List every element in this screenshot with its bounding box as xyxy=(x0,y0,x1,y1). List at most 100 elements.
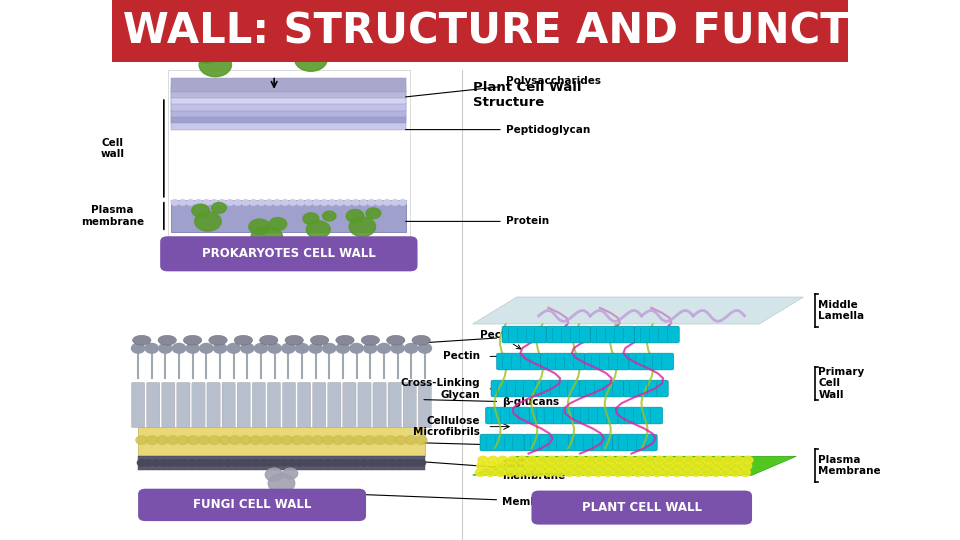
Circle shape xyxy=(704,456,713,464)
Circle shape xyxy=(740,469,751,476)
Circle shape xyxy=(635,456,645,464)
Circle shape xyxy=(271,436,282,444)
Circle shape xyxy=(241,343,254,353)
Text: Cell
wall: Cell wall xyxy=(101,138,125,159)
Circle shape xyxy=(173,460,182,466)
FancyBboxPatch shape xyxy=(629,353,674,370)
Circle shape xyxy=(192,204,209,217)
Circle shape xyxy=(173,343,185,353)
FancyBboxPatch shape xyxy=(540,353,586,370)
Circle shape xyxy=(242,200,250,205)
Circle shape xyxy=(195,200,203,205)
Circle shape xyxy=(180,200,186,205)
Circle shape xyxy=(230,460,239,466)
Circle shape xyxy=(604,462,614,470)
FancyBboxPatch shape xyxy=(177,382,190,428)
Circle shape xyxy=(710,469,721,476)
Circle shape xyxy=(625,456,636,464)
Circle shape xyxy=(663,462,673,470)
Circle shape xyxy=(152,460,160,466)
Circle shape xyxy=(217,48,234,60)
Circle shape xyxy=(506,462,516,470)
Text: Chitin: Chitin xyxy=(424,441,537,450)
FancyBboxPatch shape xyxy=(530,407,574,424)
Circle shape xyxy=(485,469,495,476)
Circle shape xyxy=(199,53,231,77)
Circle shape xyxy=(410,460,419,466)
Circle shape xyxy=(180,460,189,466)
Circle shape xyxy=(516,462,526,470)
FancyBboxPatch shape xyxy=(167,70,410,270)
FancyBboxPatch shape xyxy=(267,382,280,428)
Circle shape xyxy=(713,456,724,464)
Circle shape xyxy=(417,460,425,466)
Circle shape xyxy=(353,436,365,444)
Circle shape xyxy=(211,202,227,213)
FancyBboxPatch shape xyxy=(579,380,624,397)
Text: PLANT CELL WALL: PLANT CELL WALL xyxy=(582,501,702,514)
Circle shape xyxy=(741,462,752,470)
Circle shape xyxy=(375,200,383,205)
Circle shape xyxy=(239,436,252,444)
Circle shape xyxy=(419,343,431,353)
Circle shape xyxy=(478,456,489,464)
Circle shape xyxy=(544,469,554,476)
Circle shape xyxy=(575,462,585,470)
Text: Cellulose
Microfibrils: Cellulose Microfibrils xyxy=(413,416,480,437)
Circle shape xyxy=(416,436,427,444)
Bar xyxy=(171,200,406,232)
Circle shape xyxy=(545,462,556,470)
Circle shape xyxy=(633,469,642,476)
Circle shape xyxy=(210,200,218,205)
Circle shape xyxy=(526,462,536,470)
Circle shape xyxy=(661,469,672,476)
Bar xyxy=(171,104,406,117)
Circle shape xyxy=(373,436,386,444)
Circle shape xyxy=(694,456,704,464)
FancyBboxPatch shape xyxy=(373,382,386,428)
Circle shape xyxy=(323,211,336,221)
Circle shape xyxy=(396,460,404,466)
Bar xyxy=(171,85,406,98)
Circle shape xyxy=(196,47,218,63)
FancyBboxPatch shape xyxy=(138,489,366,521)
Text: Plant Cell Wall
Structure: Plant Cell Wall Structure xyxy=(472,81,581,109)
Circle shape xyxy=(280,436,293,444)
Circle shape xyxy=(224,460,232,466)
Circle shape xyxy=(245,460,253,466)
Circle shape xyxy=(305,200,312,205)
Circle shape xyxy=(743,456,753,464)
Text: Mannoproteins: Mannoproteins xyxy=(424,330,590,343)
Circle shape xyxy=(388,460,396,466)
Circle shape xyxy=(634,462,644,470)
Text: Cross-Linking
Glycan: Cross-Linking Glycan xyxy=(400,378,480,400)
Circle shape xyxy=(178,436,189,444)
Circle shape xyxy=(198,436,209,444)
Circle shape xyxy=(515,469,525,476)
Circle shape xyxy=(301,436,313,444)
Circle shape xyxy=(167,436,179,444)
Circle shape xyxy=(313,200,320,205)
Circle shape xyxy=(691,469,702,476)
Text: Membrane proteins: Membrane proteins xyxy=(284,491,617,507)
Bar xyxy=(171,91,406,104)
Circle shape xyxy=(671,469,682,476)
FancyBboxPatch shape xyxy=(524,434,569,451)
Circle shape xyxy=(373,460,383,466)
Circle shape xyxy=(281,200,289,205)
Bar xyxy=(171,78,406,92)
FancyBboxPatch shape xyxy=(313,382,325,428)
Circle shape xyxy=(132,343,145,353)
Circle shape xyxy=(731,469,740,476)
Circle shape xyxy=(257,200,265,205)
FancyBboxPatch shape xyxy=(532,490,752,525)
Circle shape xyxy=(683,462,693,470)
FancyBboxPatch shape xyxy=(546,326,591,343)
Circle shape xyxy=(347,210,364,222)
FancyBboxPatch shape xyxy=(207,382,220,428)
Circle shape xyxy=(195,212,221,231)
Ellipse shape xyxy=(336,335,354,345)
Circle shape xyxy=(624,462,634,470)
Circle shape xyxy=(377,343,391,353)
Circle shape xyxy=(721,469,731,476)
